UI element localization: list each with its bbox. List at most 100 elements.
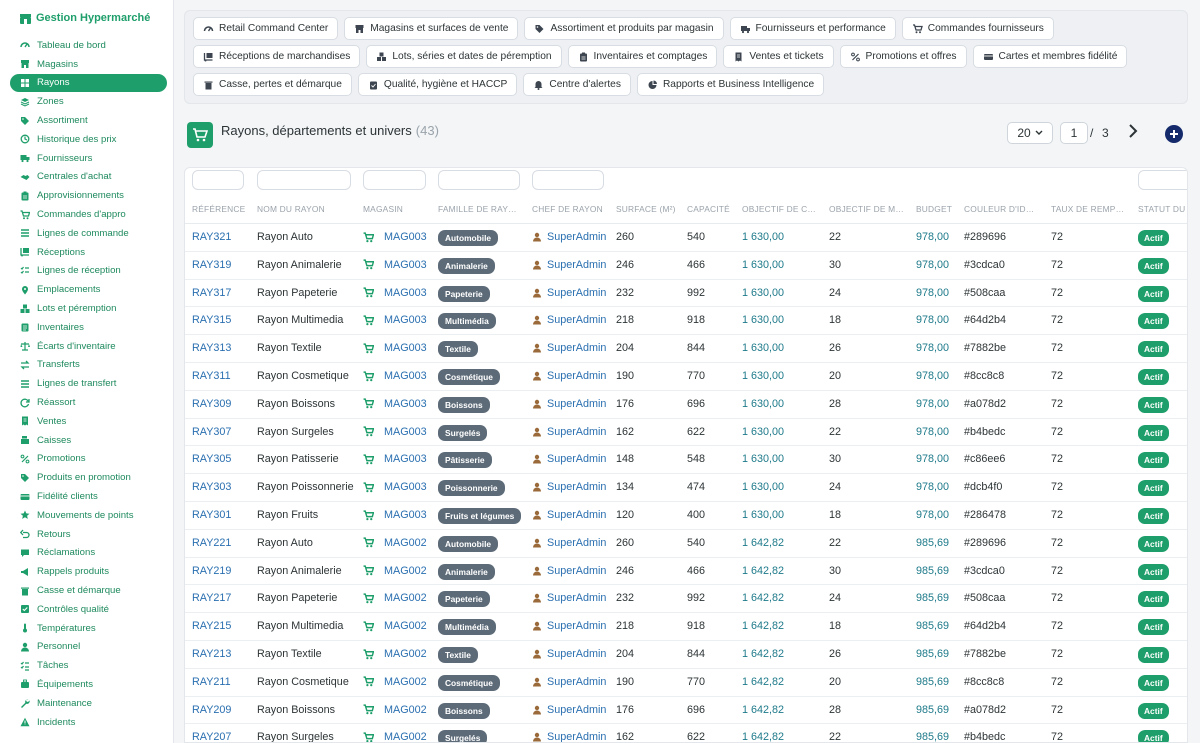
reference-link[interactable]: RAY211: [192, 675, 231, 688]
sidebar-item-wrench[interactable]: Maintenance: [10, 694, 167, 713]
sidebar-item-pin[interactable]: Emplacements: [10, 280, 167, 299]
chef-link[interactable]: SuperAdmin: [532, 731, 606, 742]
magasin-link[interactable]: MAG002: [363, 537, 427, 549]
sidebar-item-history[interactable]: Historique des prix: [10, 130, 167, 149]
magasin-link[interactable]: MAG003: [363, 259, 427, 271]
magasin-link[interactable]: MAG003: [363, 453, 427, 465]
column-header[interactable]: Chef de rayon: [532, 204, 603, 214]
reference-link[interactable]: RAY303: [192, 481, 232, 494]
table-row[interactable]: RAY311 Rayon Cosmetique MAG003 Cosmétique Su…: [185, 363, 1187, 391]
magasin-link[interactable]: MAG003: [363, 370, 427, 382]
table-row[interactable]: RAY219 Rayon Animalerie MAG002 Animalerie Su…: [185, 558, 1187, 586]
add-button[interactable]: [1165, 125, 1183, 143]
sidebar-item-grid[interactable]: Rayons: [10, 73, 167, 93]
tab-8[interactable]: Inventaires et comptages: [567, 45, 718, 68]
tab-14[interactable]: Centre d'alertes: [523, 73, 631, 96]
chef-link[interactable]: SuperAdmin: [532, 426, 606, 438]
reference-link[interactable]: RAY321: [192, 231, 232, 243]
column-filter-input[interactable]: [363, 170, 426, 190]
table-row[interactable]: RAY213 Rayon Textile MAG002 Textile SuperAdm…: [185, 641, 1187, 669]
chef-link[interactable]: SuperAdmin: [532, 676, 606, 688]
reference-link[interactable]: RAY217: [192, 592, 232, 605]
magasin-link[interactable]: MAG002: [363, 704, 427, 716]
sidebar-item-list[interactable]: Lignes de transfert: [10, 374, 167, 393]
magasin-link[interactable]: MAG003: [363, 481, 427, 493]
sidebar-item-refresh[interactable]: Réassort: [10, 393, 167, 412]
magasin-link[interactable]: MAG003: [363, 342, 427, 354]
table-row[interactable]: RAY315 Rayon Multimedia MAG003 Multimédia Su…: [185, 307, 1187, 336]
magasin-link[interactable]: MAG003: [363, 398, 427, 410]
reference-link[interactable]: RAY215: [192, 620, 232, 633]
sidebar-item-store[interactable]: Magasins: [10, 55, 167, 74]
reference-link[interactable]: RAY207: [192, 731, 232, 743]
tab-10[interactable]: Promotions et offres: [839, 45, 967, 68]
reference-link[interactable]: RAY307: [192, 425, 232, 438]
column-header[interactable]: Nom du rayon: [257, 204, 325, 214]
table-row[interactable]: RAY215 Rayon Multimedia MAG002 Multimédia Su…: [185, 613, 1187, 641]
chef-link[interactable]: SuperAdmin: [532, 648, 606, 660]
reference-link[interactable]: RAY311: [192, 370, 231, 382]
chef-link[interactable]: SuperAdmin: [532, 565, 606, 577]
magasin-link[interactable]: MAG003: [363, 426, 427, 438]
chef-link[interactable]: SuperAdmin: [532, 287, 606, 299]
table-row[interactable]: RAY313 Rayon Textile MAG003 Textile SuperAdm…: [185, 335, 1187, 363]
sidebar-item-cash-register[interactable]: Caisses: [10, 431, 167, 450]
column-filter-input[interactable]: [192, 170, 244, 190]
chef-link[interactable]: SuperAdmin: [532, 259, 606, 271]
table-row[interactable]: RAY319 Rayon Animalerie MAG003 Animalerie Su…: [185, 252, 1187, 280]
table-row[interactable]: RAY211 Rayon Cosmetique MAG002 Cosmétique Su…: [185, 669, 1187, 697]
column-filter-input[interactable]: [532, 170, 604, 190]
magasin-link[interactable]: MAG003: [363, 287, 427, 299]
reference-link[interactable]: RAY219: [192, 564, 232, 577]
tab-15[interactable]: Rapports et Business Intelligence: [636, 73, 825, 96]
tab-11[interactable]: Cartes et membres fidélité: [972, 45, 1128, 68]
sidebar-item-trash[interactable]: Casse et démarque: [10, 581, 167, 600]
magasin-link[interactable]: MAG003: [363, 509, 427, 521]
reference-link[interactable]: RAY221: [192, 536, 232, 549]
table-row[interactable]: RAY307 Rayon Surgeles MAG003 Surgelés SuperA…: [185, 419, 1187, 447]
chef-link[interactable]: SuperAdmin: [532, 537, 606, 549]
table-row[interactable]: RAY217 Rayon Papeterie MAG002 Papeterie Supe…: [185, 585, 1187, 614]
table-row[interactable]: RAY305 Rayon Patisserie MAG003 Pâtisserie Su…: [185, 446, 1187, 475]
tab-4[interactable]: Fournisseurs et performance: [729, 17, 896, 40]
column-header[interactable]: Objectif de c…: [742, 204, 816, 214]
next-page-button[interactable]: [1127, 124, 1139, 138]
column-header[interactable]: Budget: [916, 204, 953, 214]
sidebar-item-tags[interactable]: Assortiment: [10, 111, 167, 130]
column-header[interactable]: Statut du: [1138, 204, 1186, 214]
reference-link[interactable]: RAY317: [192, 286, 232, 299]
magasin-link[interactable]: MAG002: [363, 592, 427, 604]
table-row[interactable]: RAY317 Rayon Papeterie MAG003 Papeterie Supe…: [185, 280, 1187, 308]
tab-6[interactable]: Réceptions de marchandises: [193, 45, 361, 68]
tab-3[interactable]: Assortiment et produits par magasin: [524, 17, 724, 40]
magasin-link[interactable]: MAG002: [363, 731, 427, 742]
column-header[interactable]: Couleur d'id…: [964, 204, 1035, 214]
tab-13[interactable]: Qualité, hygiène et HACCP: [357, 73, 518, 96]
sidebar-item-check[interactable]: Contrôles qualité: [10, 600, 167, 619]
reference-link[interactable]: RAY309: [192, 397, 232, 410]
sidebar-item-warning[interactable]: Incidents: [10, 713, 167, 732]
column-header[interactable]: Référence: [192, 204, 246, 214]
chef-link[interactable]: SuperAdmin: [532, 398, 606, 410]
tab-5[interactable]: Commandes fournisseurs: [901, 17, 1054, 40]
table-row[interactable]: RAY221 Rayon Auto MAG002 Automobile SuperAdm…: [185, 530, 1187, 558]
sidebar-item-layers[interactable]: Zones: [10, 92, 167, 111]
column-filter-input[interactable]: [257, 170, 351, 190]
chef-link[interactable]: SuperAdmin: [532, 342, 606, 354]
reference-link[interactable]: RAY319: [192, 258, 232, 271]
sidebar-item-clipboard-list[interactable]: Inventaires: [10, 318, 167, 337]
sidebar-item-clipboard[interactable]: Approvisionnements: [10, 186, 167, 205]
sidebar-item-bullhorn[interactable]: Rappels produits: [10, 562, 167, 581]
sidebar-item-cart[interactable]: Commandes d'appro: [10, 205, 167, 224]
chef-link[interactable]: SuperAdmin: [532, 231, 606, 243]
sidebar-item-undo[interactable]: Retours: [10, 525, 167, 544]
column-header[interactable]: Capacité: [687, 204, 730, 214]
table-row[interactable]: RAY303 Rayon Poissonnerie MAG003 Poissonner…: [185, 474, 1187, 502]
chef-link[interactable]: SuperAdmin: [532, 509, 606, 521]
reference-link[interactable]: RAY315: [192, 314, 232, 327]
sidebar-item-list[interactable]: Lignes de commande: [10, 224, 167, 243]
reference-link[interactable]: RAY313: [192, 342, 232, 355]
column-header[interactable]: Taux de remp…: [1051, 204, 1125, 214]
sidebar-item-dashboard[interactable]: Tableau de bord: [10, 36, 167, 55]
magasin-link[interactable]: MAG002: [363, 565, 427, 577]
